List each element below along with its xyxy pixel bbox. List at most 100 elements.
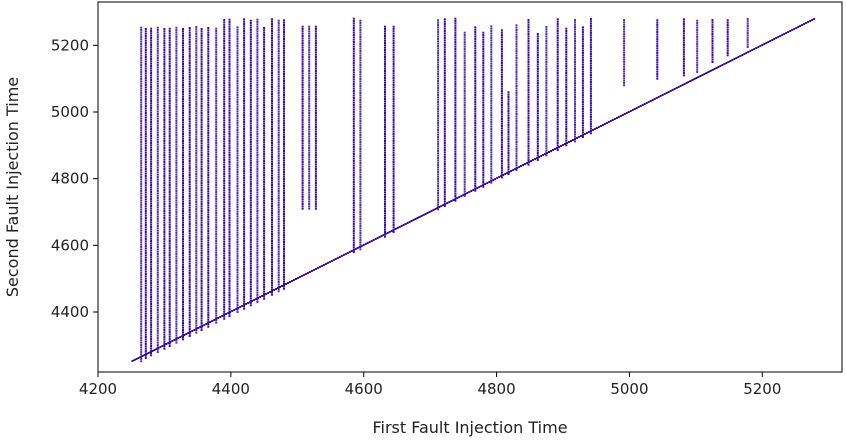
scatter-point	[175, 38, 178, 41]
scatter-point	[243, 100, 246, 102]
scatter-point	[283, 180, 285, 183]
scatter-point	[215, 153, 218, 156]
scatter-point	[271, 128, 273, 130]
scatter-point	[283, 82, 285, 85]
scatter-point	[500, 71, 503, 74]
scatter-point	[352, 167, 355, 169]
scatter-point	[228, 65, 231, 68]
scatter-point	[236, 234, 239, 236]
scatter-point	[392, 46, 395, 49]
scatter-point	[188, 139, 191, 141]
scatter-point	[308, 63, 311, 65]
scatter-point	[392, 56, 395, 58]
scatter-point	[156, 285, 159, 288]
scatter-point	[314, 179, 317, 182]
scatter-point	[188, 38, 191, 41]
scatter-point	[443, 88, 446, 91]
scatter-point	[188, 97, 191, 99]
scatter-point	[144, 319, 147, 322]
scatter-point	[243, 97, 246, 100]
scatter-point	[574, 42, 576, 45]
scatter-point	[437, 82, 440, 85]
scatter-point	[443, 144, 446, 147]
scatter-point	[352, 104, 355, 106]
scatter-point	[175, 180, 178, 183]
scatter-point	[256, 130, 259, 133]
scatter-point	[556, 58, 559, 60]
scatter-point	[156, 96, 159, 99]
scatter-point	[243, 219, 246, 221]
scatter-point	[228, 44, 231, 47]
diagonal-point	[281, 285, 283, 287]
scatter-point	[168, 219, 171, 221]
scatter-point	[243, 121, 246, 123]
scatter-point	[314, 175, 317, 177]
scatter-point	[207, 90, 210, 92]
scatter-point	[359, 201, 362, 204]
scatter-point	[463, 62, 466, 64]
scatter-point	[163, 112, 166, 114]
scatter-point	[500, 146, 503, 148]
scatter-point	[175, 206, 178, 209]
scatter-point	[243, 41, 246, 44]
scatter-point	[474, 122, 477, 124]
scatter-point	[359, 68, 362, 71]
diagonal-point	[661, 94, 664, 96]
scatter-point	[581, 112, 584, 115]
scatter-point	[271, 188, 273, 191]
scatter-point	[359, 94, 362, 97]
scatter-point	[359, 99, 362, 101]
scatter-point	[384, 25, 386, 28]
scatter-point	[384, 172, 386, 175]
scatter-point	[500, 87, 503, 90]
scatter-point	[271, 20, 273, 23]
scatter-point	[150, 326, 153, 329]
scatter-point	[454, 160, 457, 162]
scatter-point	[271, 44, 273, 46]
scatter-point	[263, 92, 266, 95]
scatter-point	[163, 95, 166, 98]
scatter-point	[556, 128, 559, 130]
scatter-point	[168, 284, 171, 287]
scatter-point	[545, 79, 548, 82]
scatter-point	[223, 96, 226, 98]
scatter-point	[140, 320, 143, 323]
scatter-point	[163, 42, 166, 44]
scatter-point	[223, 313, 226, 315]
scatter-point	[359, 80, 362, 83]
scatter-point	[308, 207, 311, 210]
scatter-point	[156, 306, 159, 309]
diagonal-point	[735, 57, 738, 59]
scatter-point	[515, 143, 518, 146]
scatter-point	[256, 44, 259, 47]
scatter-point	[263, 73, 266, 76]
scatter-point	[545, 56, 548, 59]
scatter-point	[256, 67, 259, 70]
scatter-point	[500, 141, 503, 144]
scatter-point	[463, 178, 466, 181]
scatter-point	[507, 100, 510, 103]
scatter-point	[207, 171, 210, 174]
scatter-point	[277, 113, 280, 115]
scatter-point	[359, 222, 362, 225]
scatter-point	[223, 266, 226, 269]
scatter-point	[223, 119, 226, 122]
scatter-point	[283, 262, 285, 264]
scatter-point	[175, 171, 178, 174]
scatter-point	[188, 27, 191, 29]
scatter-point	[443, 53, 446, 56]
scatter-point	[215, 251, 218, 254]
scatter-point	[175, 80, 178, 83]
scatter-point	[574, 23, 576, 26]
scatter-point	[384, 88, 386, 91]
scatter-point	[277, 283, 280, 286]
scatter-point	[228, 86, 231, 89]
scatter-point	[581, 87, 584, 89]
scatter-point	[384, 179, 386, 182]
scatter-point	[140, 208, 143, 211]
scatter-point	[474, 56, 477, 59]
diagonal-point	[747, 51, 750, 53]
scatter-point	[228, 184, 231, 187]
scatter-point	[249, 201, 252, 204]
scatter-point	[207, 104, 210, 106]
